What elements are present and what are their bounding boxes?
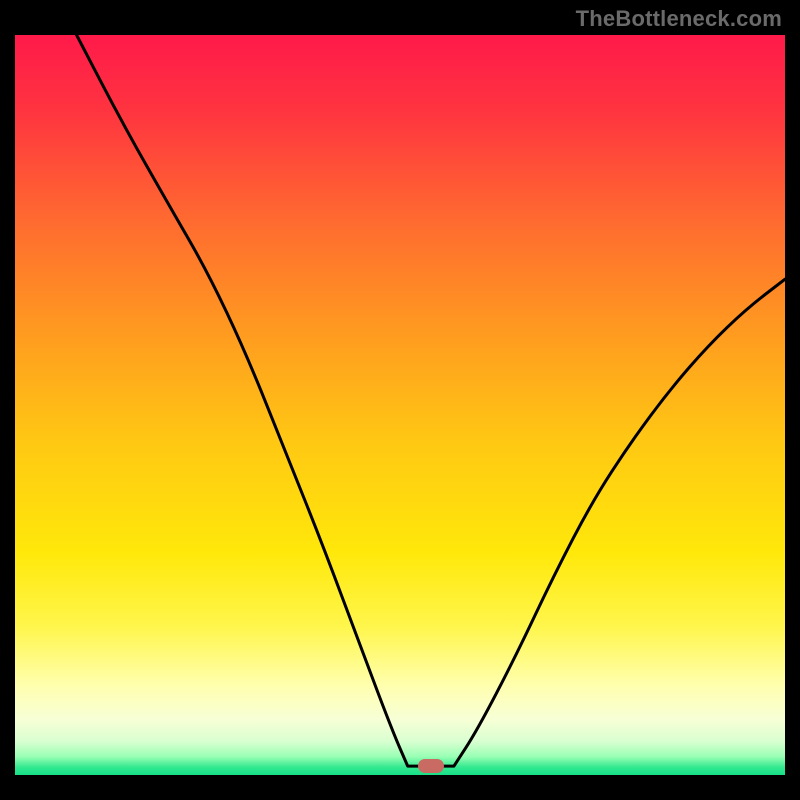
plot-area xyxy=(15,35,785,775)
watermark-text: TheBottleneck.com xyxy=(576,6,782,32)
gradient-background xyxy=(15,35,785,775)
plot-svg xyxy=(15,35,785,775)
optimum-marker xyxy=(418,759,444,773)
chart-frame: TheBottleneck.com xyxy=(0,0,800,800)
